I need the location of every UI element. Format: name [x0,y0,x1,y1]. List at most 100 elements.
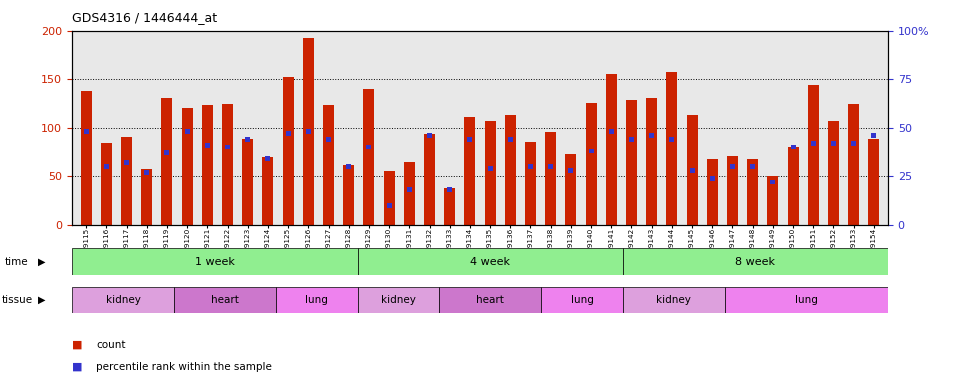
Bar [666,73,678,225]
Bar [831,141,836,146]
Bar [541,287,623,313]
Text: kidney: kidney [106,295,140,305]
Text: GDS4316 / 1446444_at: GDS4316 / 1446444_at [72,12,217,25]
Bar [343,164,354,225]
Bar [357,287,440,313]
Bar [545,132,556,225]
Bar [588,149,593,153]
Bar [387,203,392,208]
Bar [807,85,819,225]
Text: lung: lung [305,295,328,305]
Text: ▶: ▶ [38,257,46,266]
Bar [265,156,271,161]
Text: ■: ■ [72,340,83,350]
Bar [669,137,674,142]
Bar [528,164,533,169]
Bar [848,104,859,225]
Bar [101,143,112,225]
Bar [689,168,695,173]
Bar [84,129,88,134]
Bar [787,147,799,225]
Text: lung: lung [570,295,593,305]
Text: count: count [96,340,126,350]
Bar [181,108,193,225]
Bar [609,129,613,134]
Bar [323,105,334,225]
Bar [770,180,776,184]
Bar [302,38,314,225]
Text: 4 week: 4 week [470,257,510,266]
Text: time: time [5,257,29,266]
Bar [811,141,816,146]
Bar [548,164,553,169]
Bar [306,129,311,134]
Bar [440,287,541,313]
Bar [245,137,251,142]
Bar [629,137,634,142]
Bar [225,145,230,149]
Bar [72,287,174,313]
Bar [384,171,395,225]
Bar [72,248,357,275]
Bar [623,248,888,275]
Bar [447,187,452,192]
Bar [623,287,725,313]
Text: kidney: kidney [657,295,691,305]
Bar [872,133,876,138]
Bar [424,134,435,225]
Bar [326,137,331,142]
Bar [852,141,856,146]
Text: 1 week: 1 week [195,257,235,266]
Bar [626,99,637,225]
Bar [347,164,351,169]
Bar [164,151,169,155]
Bar [407,187,412,192]
Bar [141,169,153,225]
Bar [568,168,573,173]
Bar [161,98,173,225]
Bar [427,133,432,138]
Bar [465,117,475,225]
Bar [124,160,129,165]
Bar [282,77,294,225]
Bar [81,91,92,225]
Bar [525,142,536,225]
Bar [606,74,617,225]
Text: ▶: ▶ [38,295,46,305]
Bar [730,164,735,169]
Bar [286,131,291,136]
Bar [828,121,839,225]
Bar [276,287,357,313]
Bar [586,103,597,225]
Text: percentile rank within the sample: percentile rank within the sample [96,362,272,372]
Text: ■: ■ [72,362,83,372]
Bar [104,164,108,169]
Text: tissue: tissue [2,295,33,305]
Bar [174,287,276,313]
Bar [485,121,495,225]
Bar [121,137,132,225]
Bar [363,89,374,225]
Bar [505,115,516,225]
Bar [686,115,698,225]
Bar [868,139,879,225]
Bar [709,175,715,180]
Bar [565,154,576,225]
Bar [767,176,779,225]
Text: heart: heart [476,295,504,305]
Bar [646,98,658,225]
Bar [404,162,415,225]
Text: kidney: kidney [381,295,416,305]
Text: heart: heart [211,295,239,305]
Bar [444,188,455,225]
Bar [468,137,472,142]
Bar [750,164,756,169]
Bar [747,159,758,225]
Bar [725,287,888,313]
Bar [488,166,492,171]
Bar [791,145,796,149]
Bar [222,104,233,225]
Bar [707,159,718,225]
Text: lung: lung [795,295,818,305]
Bar [357,248,623,275]
